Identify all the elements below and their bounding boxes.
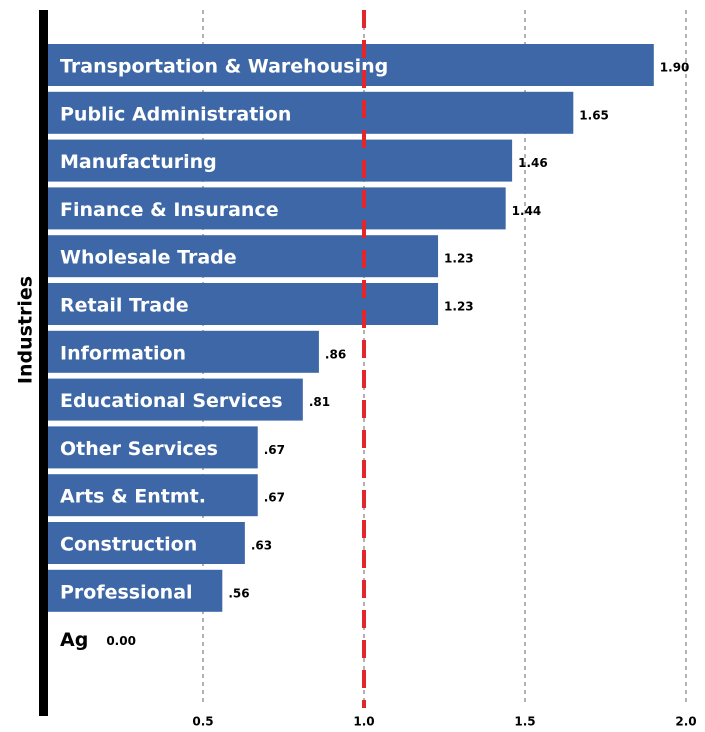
bar	[48, 91, 574, 134]
y-axis-label: Industries	[15, 276, 37, 384]
value-label: .63	[251, 539, 272, 553]
category-label: Public Administration	[60, 103, 291, 125]
value-label: 1.65	[579, 108, 609, 122]
category-label: Retail Trade	[60, 295, 189, 317]
x-tick-label: 1.5	[514, 715, 535, 729]
bar	[48, 283, 439, 325]
value-label: 0.00	[106, 634, 136, 648]
category-label: Construction	[60, 534, 197, 556]
value-label: .67	[264, 491, 285, 505]
bar	[48, 474, 258, 517]
value-label: .86	[325, 347, 346, 361]
bar	[48, 139, 513, 182]
bar	[48, 522, 245, 564]
bar	[48, 44, 654, 86]
category-label: Transportation & Warehousing	[60, 56, 388, 78]
value-label: 1.90	[660, 61, 690, 75]
category-label: Educational Services	[60, 390, 283, 412]
value-label: .67	[264, 443, 285, 457]
category-label: Ag	[60, 629, 88, 651]
value-label: 1.46	[518, 156, 548, 170]
bar	[48, 569, 223, 612]
x-tick-label: 2.0	[675, 715, 696, 729]
bar	[48, 426, 258, 469]
bar	[48, 330, 319, 373]
value-label: 1.23	[444, 252, 474, 266]
bar	[48, 235, 439, 278]
bar	[48, 187, 506, 230]
category-label: Information	[60, 342, 186, 364]
category-label: Wholesale Trade	[60, 247, 237, 269]
category-label: Other Services	[60, 438, 218, 460]
value-label: 1.44	[512, 204, 542, 218]
category-label: Arts & Entmt.	[60, 486, 206, 508]
bar	[48, 378, 303, 421]
value-label: .56	[228, 586, 249, 600]
category-label: Manufacturing	[60, 151, 217, 173]
y-axis-line	[39, 10, 48, 716]
category-label: Professional	[60, 581, 193, 603]
category-label: Finance & Insurance	[60, 199, 279, 221]
x-tick-label: 0.5	[192, 715, 213, 729]
value-label: 1.23	[444, 300, 474, 314]
x-tick-label: 1.0	[353, 715, 374, 729]
value-label: .81	[309, 395, 330, 409]
